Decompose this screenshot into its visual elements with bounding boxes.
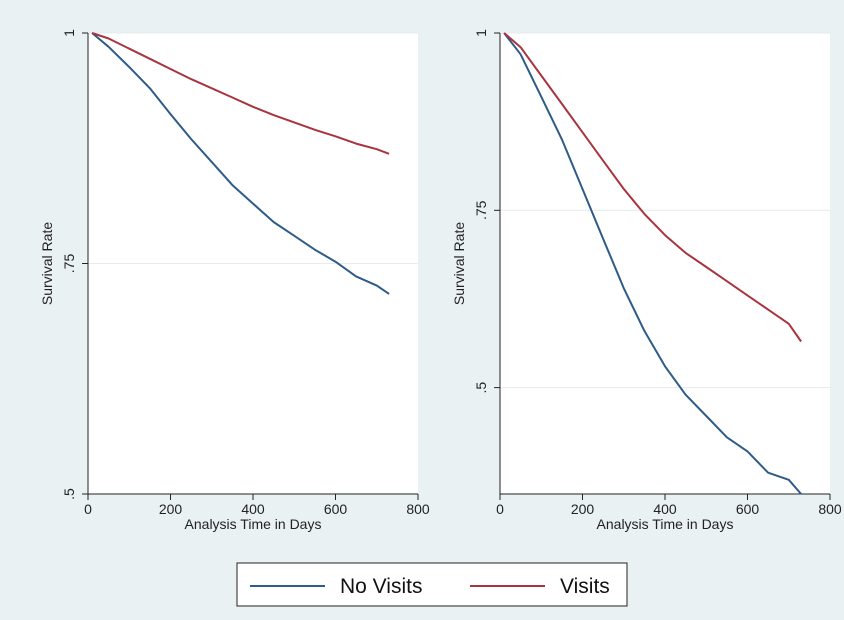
panel-1-series-visits: [91, 32, 390, 155]
panel-1-x-tick-label: 400: [241, 501, 265, 517]
panel-2-x-tick-label: 400: [653, 501, 677, 517]
panel-2-series-visits: [503, 32, 802, 343]
panel-2: .5 .75 1 0 200 400 600 800 Analysis Time in Days…: [451, 29, 842, 532]
legend-label-visits: Visits: [560, 575, 610, 598]
panel-1-x-tick-label: 600: [324, 501, 348, 517]
panel-1-y-tick-label: .75: [61, 254, 77, 274]
panel-1-x-tick-label: 200: [159, 501, 183, 517]
panel-2-x-tick-label: 0: [496, 501, 504, 517]
legend-label-no-visits: No Visits: [340, 575, 422, 598]
panel-2-x-tick-label: 600: [736, 501, 760, 517]
panel-2-y-tick-label: .5: [473, 382, 489, 394]
panel-2-plot-area: [500, 33, 830, 494]
panel-2-x-tick-label: 800: [818, 501, 842, 517]
panel-2-x-axis-title: Analysis Time in Days: [597, 516, 734, 532]
panel-1-x-axis-title: Analysis Time in Days: [185, 516, 322, 532]
panel-2-x-tick-label: 200: [571, 501, 595, 517]
legend-box: [236, 562, 628, 607]
panel-2-y-tick-label: .75: [473, 200, 489, 220]
panel-1-x-tick-label: 800: [406, 501, 430, 517]
panel-1: .5 .75 1 0 200 400 600 800 Analysis Time in Days…: [39, 29, 430, 532]
panel-1-x-tick-label: 0: [84, 501, 92, 517]
panel-1-y-tick-label: .5: [61, 488, 77, 500]
panel-1-y-tick-label: 1: [61, 29, 77, 37]
panel-1-y-axis-title: Survival Rate: [39, 222, 55, 305]
legend: No Visits Visits: [236, 562, 628, 607]
panel-2-y-axis-title: Survival Rate: [451, 222, 467, 305]
panel-2-series-no-visits: [503, 32, 802, 495]
panel-2-y-tick-label: 1: [473, 29, 489, 37]
panel-1-series-no-visits: [91, 32, 390, 295]
